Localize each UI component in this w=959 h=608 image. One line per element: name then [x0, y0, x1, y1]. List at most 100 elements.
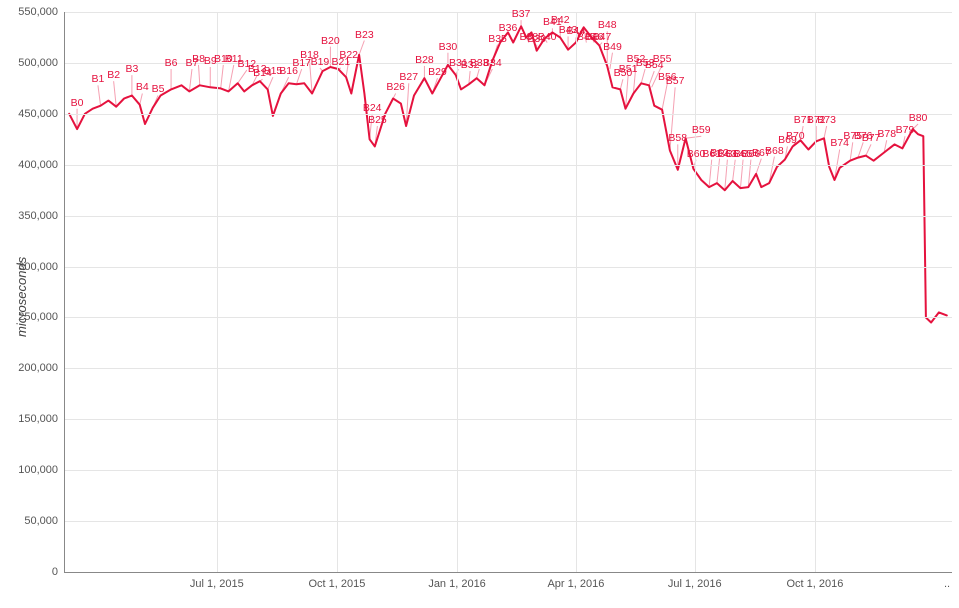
- annotation-connector: [281, 77, 289, 93]
- annotation-connector: [913, 124, 918, 129]
- annotation-connector: [393, 93, 396, 98]
- annotation-connector: [785, 146, 788, 159]
- annotation-label: B67: [752, 147, 771, 159]
- annotation-label: B77: [862, 132, 881, 144]
- y-tick-label: 100,000: [18, 464, 58, 476]
- annotation-connector: [98, 85, 101, 105]
- x-tick-label: Oct 1, 2015: [308, 578, 365, 590]
- annotation-label: B56: [658, 71, 677, 83]
- annotation-label: B23: [355, 29, 374, 41]
- annotation-label: B5: [152, 83, 165, 95]
- annotation-label: B48: [598, 19, 617, 31]
- x-axis-end-ellipsis: ..: [944, 578, 950, 590]
- annotation-connector: [432, 78, 437, 93]
- annotation-connector: [221, 65, 224, 88]
- annotation-label: B4: [136, 81, 149, 93]
- annotation-label: B49: [603, 41, 622, 53]
- annotation-label: B54: [645, 59, 664, 71]
- grid-line-y: [64, 419, 952, 420]
- annotation-connector: [260, 79, 263, 81]
- x-tick-label: Oct 1, 2016: [786, 578, 843, 590]
- annotation-label: B38: [520, 31, 539, 43]
- grid-line-x: [576, 12, 577, 572]
- annotation-label: B18: [300, 49, 319, 61]
- annotation-label: B47: [593, 31, 612, 43]
- annotation-connector: [652, 65, 662, 87]
- annotation-connector: [320, 68, 323, 71]
- grid-line-y: [64, 317, 952, 318]
- annotation-label: B27: [399, 71, 418, 83]
- annotation-connector: [189, 69, 192, 91]
- x-tick-label: Jul 1, 2016: [668, 578, 722, 590]
- annotation-connector: [620, 79, 623, 89]
- annotation-label: B25: [368, 114, 387, 126]
- annotation-connector: [584, 27, 587, 42]
- annotation-label: B28: [415, 54, 434, 66]
- y-tick-label: 300,000: [18, 261, 58, 273]
- y-tick-label: 400,000: [18, 159, 58, 171]
- annotation-connector: [370, 114, 373, 139]
- y-tick-label: 50,000: [24, 515, 58, 527]
- y-tick-label: 500,000: [18, 57, 58, 69]
- annotation-label: B40: [538, 31, 557, 43]
- annotation-connector: [153, 95, 158, 107]
- y-tick-label: 450,000: [18, 108, 58, 120]
- annotation-label: B70: [786, 130, 805, 142]
- annotation-connector: [592, 37, 595, 42]
- chart-container: microseconds 050,000100,000150,000200,00…: [0, 0, 959, 608]
- y-tick-label: 150,000: [18, 413, 58, 425]
- y-tick-label: 550,000: [18, 6, 58, 18]
- annotation-label: B1: [92, 73, 105, 85]
- annotation-connector: [884, 140, 887, 152]
- annotation-connector: [801, 126, 804, 140]
- annotation-connector: [359, 41, 364, 55]
- annotation-label: B68: [765, 145, 784, 157]
- annotation-connector: [866, 144, 871, 155]
- y-axis-line: [64, 12, 65, 572]
- annotation-label: B35: [488, 33, 507, 45]
- annotation-label: B32: [461, 59, 480, 71]
- annotation-connector: [338, 68, 341, 69]
- annotation-label: B66: [742, 148, 761, 160]
- annotation-connector: [733, 160, 736, 181]
- annotation-connector: [469, 71, 470, 84]
- svg-layer: [64, 12, 952, 572]
- annotation-connector: [756, 159, 761, 174]
- grid-line-y: [64, 114, 952, 115]
- annotation-label: B69: [778, 134, 797, 146]
- x-tick-label: Jan 1, 2016: [428, 578, 486, 590]
- annotation-label: B74: [830, 137, 849, 149]
- annotation-connector: [252, 75, 257, 85]
- annotation-label: B75: [843, 130, 862, 142]
- annotation-label: B65: [734, 148, 753, 160]
- annotation-label: B15: [264, 65, 283, 77]
- annotation-connector: [626, 75, 629, 109]
- annotation-label: B51: [619, 63, 638, 75]
- annotation-label: B43: [559, 24, 578, 36]
- annotation-connector: [824, 126, 827, 138]
- annotation-connector: [599, 43, 602, 46]
- annotation-label: B29: [428, 66, 447, 78]
- annotation-label: B39: [527, 33, 546, 45]
- annotation-connector: [526, 37, 529, 42]
- annotation-connector: [296, 69, 301, 84]
- annotation-connector: [484, 69, 492, 85]
- annotation-connector: [238, 70, 247, 83]
- annotation-connector: [268, 77, 273, 89]
- grid-line-y: [64, 368, 952, 369]
- annotation-connector: [641, 69, 645, 83]
- annotation-connector: [492, 45, 497, 61]
- annotation-label: B3: [125, 63, 138, 75]
- grid-line-x: [815, 12, 816, 572]
- y-tick-label: 250,000: [18, 311, 58, 323]
- annotation-label: B61: [702, 148, 721, 160]
- grid-line-y: [64, 267, 952, 268]
- y-tick-label: 350,000: [18, 210, 58, 222]
- annotation-label: B72: [807, 114, 826, 126]
- annotation-label: B73: [817, 114, 836, 126]
- annotation-connector: [610, 53, 613, 69]
- grid-line-y: [64, 63, 952, 64]
- y-tick-label: 200,000: [18, 362, 58, 374]
- annotation-label: B62: [710, 147, 729, 159]
- annotation-label: B60: [687, 148, 706, 160]
